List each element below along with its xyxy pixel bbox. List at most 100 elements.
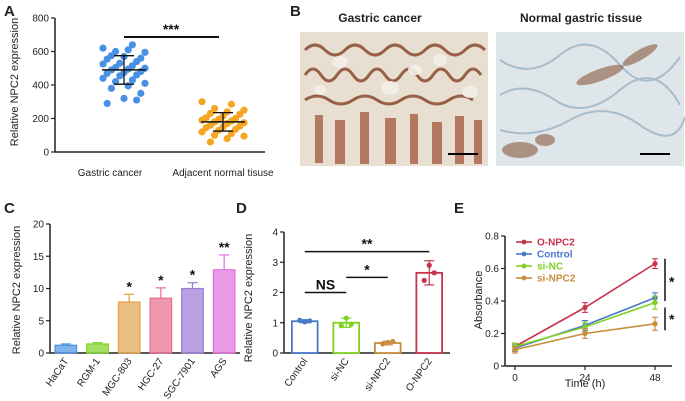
panel-e-sig-label: * (669, 311, 675, 327)
panel-a-point (198, 128, 206, 136)
panel-a-point (198, 116, 206, 124)
panel-a-point (128, 41, 136, 49)
panel-d-ytick-label: 3 (272, 258, 278, 269)
panel-c-bar (212, 269, 236, 354)
panel-e-legend-marker (521, 239, 527, 245)
panel-d-comparison-label: * (364, 261, 370, 277)
panel-a-point (99, 74, 107, 82)
panel-e-ytick-label: 0.8 (485, 232, 499, 243)
panel-a-point (223, 135, 231, 143)
panel-c-xtick: SGC-7901 (162, 356, 198, 401)
panel-d-ytick-label: 0 (272, 349, 278, 360)
panel-a-point (112, 78, 120, 86)
panel-c-bar (181, 287, 204, 354)
panel-e-legend-label: si-NC (537, 262, 563, 273)
panel-c-bar (117, 301, 141, 354)
panel-d-ytick-label: 4 (272, 228, 278, 239)
panel-e-ytick-label: 0.4 (485, 297, 499, 308)
panel-a-point (137, 89, 145, 97)
panel-e-ytick-label: 0 (493, 362, 499, 373)
panel-d-bar (290, 320, 319, 354)
panel-d-comparison-label: ** (362, 236, 373, 252)
panel-c-bar (54, 344, 78, 354)
panel-e-ylabel: Absorbance (473, 271, 485, 330)
panel-a-point (141, 79, 149, 87)
panel-d-point (307, 318, 313, 324)
panel-c: C Relative NPC2 expression 0 5 10 15 20 HaCaT… (4, 200, 240, 401)
panel-e-legend-label: O-NPC2 (537, 238, 575, 249)
panel-d-ylabel: Relative NPC2 expression (243, 234, 255, 362)
panel-a-point (128, 76, 136, 84)
panel-b: B Gastric cancer Normal gastric tissue (290, 3, 685, 166)
panel-d-point (431, 270, 437, 276)
panel-c-xtick: AGS (208, 356, 229, 380)
panel-a-point (240, 132, 248, 140)
panel-d-point (348, 321, 354, 327)
panel-c-axes: 0 5 10 15 20 HaCaT RGM-1 * MGC-803 * HGC-27 * SGC-79… (33, 220, 240, 401)
panel-a-xtick-gastric: Gastric cancer (78, 168, 143, 179)
panel-a-point (141, 48, 149, 56)
panel-c-ytick-label: 15 (33, 252, 45, 263)
panel-e-legend-marker (521, 263, 527, 269)
panel-c-xtick: MGC-803 (101, 356, 135, 398)
panel-a-point (206, 138, 214, 146)
panel-c-sig: ** (219, 239, 230, 255)
panel-e: E Absorbance Time (h) 0 0.2 0.4 0.6 0.8 0 24 48… (454, 200, 675, 390)
panel-d-point (302, 319, 308, 325)
ihc-title-normal: Normal gastric tissue (520, 11, 642, 25)
panel-a-point (107, 84, 115, 92)
panel-d-point (421, 277, 427, 283)
panel-d-ytick-label: 1 (272, 318, 278, 329)
panel-c-ytick-label: 5 (38, 316, 44, 327)
panel-a-point (124, 46, 132, 54)
panel-a-ytick-label: 600 (32, 47, 49, 58)
panel-c-sig: * (158, 272, 164, 288)
panel-c-ylabel: Relative NPC2 expression (11, 226, 23, 354)
panel-c-sig: * (190, 267, 196, 283)
panel-d-comparison-label: NS (316, 277, 335, 293)
panel-c-xtick: HaCaT (44, 356, 71, 388)
panel-a-point (124, 82, 132, 90)
panel-d-xtick: O-NPC2 (404, 356, 435, 394)
panel-a-ytick-label: 800 (32, 14, 49, 25)
panel-a-ytick-label: 0 (43, 148, 49, 159)
panel-d-point (385, 339, 391, 346)
ihc-title-cancer: Gastric cancer (338, 11, 422, 25)
panel-e-point (512, 347, 518, 353)
panel-a-ytick-label: 200 (32, 114, 49, 125)
panel-c-bar (86, 343, 109, 354)
panel-e-point (652, 300, 658, 306)
panel-d-label: D (236, 200, 247, 217)
panel-a-label: A (4, 3, 15, 20)
panel-e-legend-marker (521, 251, 527, 257)
panel-a-sig-label: *** (163, 21, 180, 37)
panel-e-legend-label: Control (537, 250, 573, 261)
panel-a-point (116, 72, 124, 80)
panel-a-point (120, 94, 128, 102)
panel-e-ytick-label: 0.6 (485, 264, 499, 275)
panel-a-point (99, 60, 107, 68)
panel-d-xtick: si-NPC2 (363, 356, 394, 393)
panel-a-axes: 0 200 400 600 800 (32, 14, 265, 159)
panel-e-xtick-label: 0 (512, 373, 518, 384)
panel-a-point (133, 71, 141, 79)
panel-e-legend-marker (521, 275, 527, 281)
panel-e-point (652, 261, 658, 267)
panel-a-point (215, 126, 223, 134)
panel-d-point (426, 262, 432, 268)
ihc-image-cancer (300, 32, 488, 166)
panel-e-point (582, 330, 588, 337)
panel-e-xtick-label: 48 (649, 373, 661, 384)
panel-a-point (211, 104, 219, 113)
panel-d-point (390, 338, 396, 345)
panel-a-point (227, 100, 235, 108)
panel-d-xtick: si-NC (328, 356, 351, 383)
panel-c-xtick: HGC-27 (136, 356, 166, 393)
panel-c-xtick: RGM-1 (75, 356, 103, 389)
panel-e-sig-label: * (669, 274, 675, 290)
panel-d-xtick: Control (283, 356, 311, 389)
panel-d-point (338, 323, 344, 329)
panel-c-sig: * (126, 278, 132, 294)
